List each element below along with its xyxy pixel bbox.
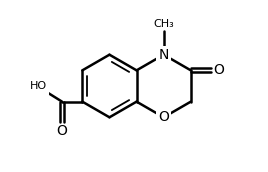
Text: CH₃: CH₃ [153, 19, 174, 29]
Text: O: O [214, 63, 225, 77]
Text: O: O [57, 125, 68, 138]
Text: O: O [158, 110, 169, 124]
Text: HO: HO [30, 82, 47, 92]
Text: N: N [158, 48, 169, 62]
